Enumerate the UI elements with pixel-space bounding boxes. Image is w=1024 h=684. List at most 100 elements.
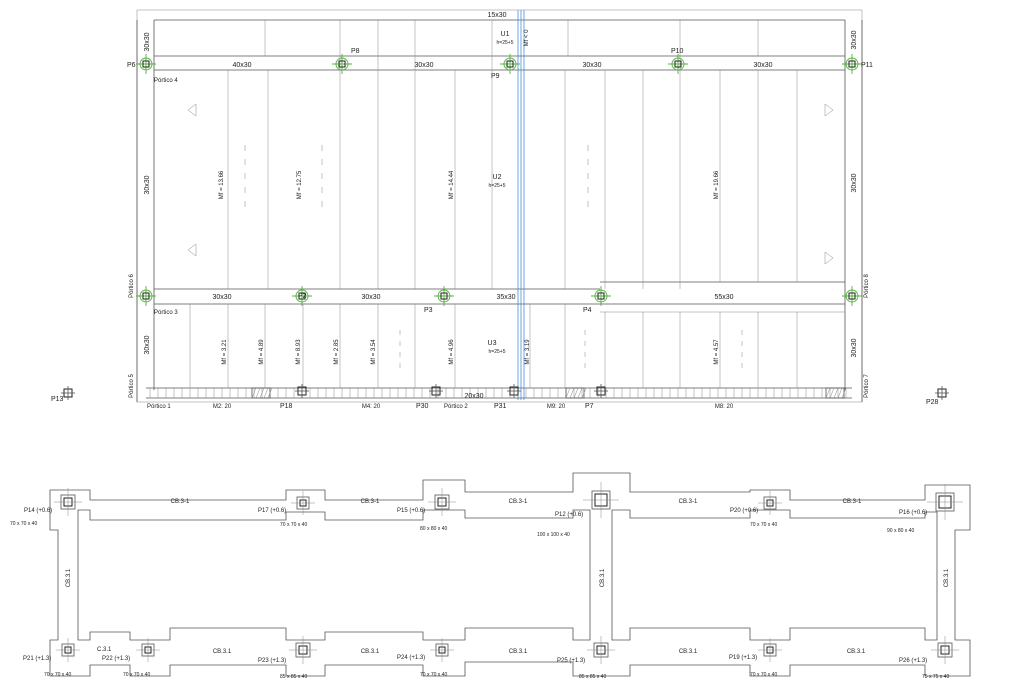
pillar-symbol (136, 54, 156, 74)
pillar-symbol (295, 384, 309, 398)
portico-label: Pórtico 6 (129, 274, 135, 298)
foundation-plan: P14 (+0.6) 70 x 70 x 40 P17 (+0.6) 70 x … (10, 472, 971, 680)
footing-label: P25 (+1.3) (557, 658, 585, 664)
pillar-label: P31 (494, 403, 507, 410)
foundation-outline-inner-left (77, 509, 591, 641)
beam-label: 30x30 (212, 294, 231, 301)
footing-label: P12 (+0.6) (555, 512, 583, 518)
footing-label: P15 (+0.6) (397, 508, 425, 514)
slab-name: U3 (488, 340, 497, 347)
moment-label: Mf = 3.19 (525, 339, 531, 365)
moment-label: Mf = 4.96 (449, 339, 455, 365)
footing-symbol (56, 638, 80, 662)
pillar-symbol (594, 384, 608, 398)
tie-beam-label: CB.3.1 (944, 568, 950, 587)
pillar-symbol (136, 286, 156, 306)
footing-size: 100 x 100 x 40 (537, 532, 570, 538)
beam-label: 20x30 (464, 393, 483, 400)
footing-symbol (583, 482, 619, 518)
wall-label: M8: 20 (715, 404, 734, 410)
portico-label: Pórtico 1 (147, 404, 171, 410)
tie-beam-label: CB.3-1 (361, 499, 380, 505)
floor-plan: 15x30 40x30 30x30 30x30 30x30 30x30 30x3… (51, 9, 949, 410)
footing-symbol (291, 491, 315, 515)
moment-label: Mf = 4.89 (259, 339, 265, 365)
footing-symbol (428, 488, 456, 516)
footing-size: 70 x 70 x 40 (750, 522, 777, 528)
pillar-label: P2 (298, 293, 307, 300)
footing-symbol (587, 636, 615, 664)
joists-upper (227, 20, 798, 289)
slab-name: U1 (501, 31, 510, 38)
tie-beam-label: CB.3.1 (213, 649, 232, 655)
footing-label: P19 (+1.3) (729, 655, 757, 661)
pillar-label: P11 (861, 62, 873, 69)
slab-spec: h=25+5 (489, 183, 506, 189)
beam-label: 30x30 (361, 294, 380, 301)
portico-label: Pórtico 5 (129, 374, 135, 398)
pillar-symbol (500, 54, 520, 74)
moment-label: Mf = 4.57 (714, 339, 720, 365)
footing-label: P16 (+0.6) (899, 510, 927, 516)
footing-symbol (931, 636, 959, 664)
beam-label: 35x30 (496, 294, 515, 301)
pillar-symbol (434, 286, 454, 306)
moment-label: Mf = 8.93 (296, 339, 302, 365)
footing-size: 75 x 75 x 40 (922, 674, 949, 680)
tie-beam-label: CB.3-1 (509, 499, 528, 505)
beam-label: 30x30 (414, 62, 433, 69)
pillar-label: P13 (51, 396, 64, 403)
pillar-label: P10 (671, 48, 684, 55)
slab-spec: h=25+5 (497, 40, 514, 46)
wall-hatch (149, 387, 847, 399)
hatch-block (825, 387, 847, 399)
floor-pillars (61, 54, 949, 400)
portico-label: Pórtico 7 (864, 374, 870, 398)
tie-beam-label: CB.3.1 (509, 649, 528, 655)
pillar-symbol (668, 54, 688, 74)
wall-label: M2: 20 (213, 404, 232, 410)
tie-beam-label: C.3.1 (97, 647, 112, 653)
moment-label: Mf = 3.54 (371, 339, 377, 365)
moment-label: Mf < 0 (524, 29, 530, 47)
footing-label: P26 (+1.3) (899, 658, 927, 664)
pillar-label: P28 (926, 399, 939, 406)
tie-beam-label: CB.3.1 (361, 649, 380, 655)
beam-label: 30x30 (582, 62, 601, 69)
beam-label: 30x30 (144, 175, 151, 194)
tie-beam-label: CB.3-1 (679, 499, 698, 505)
pillar-symbol (61, 386, 75, 400)
beam-label: 30x30 (753, 62, 772, 69)
portico-label: Pórtico 4 (154, 78, 178, 84)
beam-label: 30x30 (144, 335, 151, 354)
beam-label: 55x30 (714, 294, 733, 301)
joists-lower (189, 304, 845, 388)
pillar-symbol (591, 286, 611, 306)
footing-size: 70 x 70 x 40 (280, 522, 307, 528)
footings (54, 482, 963, 664)
footing-symbol (758, 491, 782, 515)
footing-label: P23 (+1.3) (258, 658, 286, 664)
footing-size: 80 x 80 x 40 (420, 526, 447, 532)
footing-size: 85 x 85 x 40 (579, 674, 606, 680)
footing-label: P24 (+1.3) (397, 655, 425, 661)
tie-beam-label: CB.3.1 (679, 649, 698, 655)
footing-label: P17 (+0.6) (258, 508, 286, 514)
moment-label: Mf = 19.66 (714, 170, 720, 199)
hatch-block (251, 387, 273, 399)
portico-label: Pórtico 2 (444, 404, 468, 410)
slab-spec: h=25+5 (489, 349, 506, 355)
pillar-symbol (507, 384, 521, 398)
beam-label: 30x30 (851, 173, 858, 192)
pillar-label: P8 (351, 48, 360, 55)
wall-label: M4: 20 (362, 404, 381, 410)
beam-label: 30x30 (144, 32, 151, 51)
footing-size: 85 x 85 x 40 (280, 674, 307, 680)
moment-label: Mf = 3.21 (222, 339, 228, 365)
moment-label: Mf = 14.44 (449, 170, 455, 199)
footing-size: 70 x 70 x 40 (44, 672, 71, 678)
portico-label: Pórtico 3 (154, 310, 178, 316)
tie-beam-label: CB.3.1 (847, 649, 866, 655)
pillar-symbol (292, 286, 312, 306)
tie-beam-label: CB.3.1 (66, 568, 72, 587)
